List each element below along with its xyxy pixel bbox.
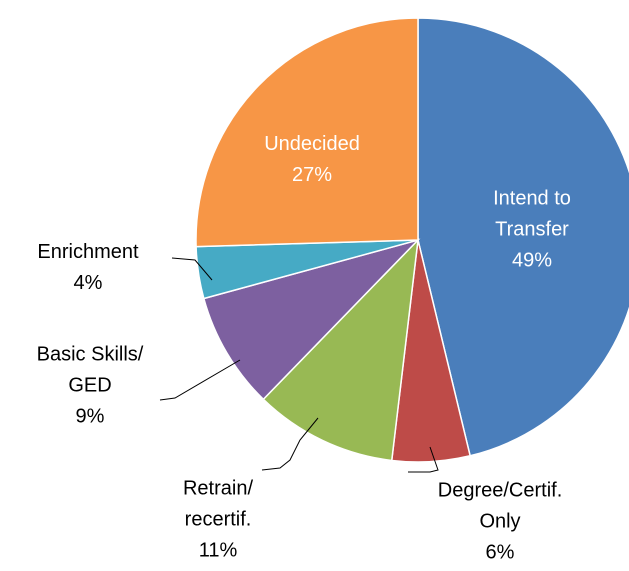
pie-slice — [262, 237, 420, 462]
leader-line — [261, 417, 319, 471]
slice-label: Basic Skills/GED 9% — [15, 340, 165, 433]
leader-line — [159, 359, 241, 401]
value-label: 49% — [511, 249, 553, 272]
value-label: 11% — [198, 539, 238, 562]
slice-label: Intend to Transfer 49% — [462, 184, 602, 277]
leader-line — [171, 257, 213, 281]
category-label: Basic Skills/GED — [36, 343, 144, 397]
category-label: Enrichment — [37, 241, 139, 263]
category-label: Undecided — [264, 133, 360, 155]
slice-label: Enrichment 4% — [3, 237, 173, 299]
slice-label: Retrain/recertif. 11% — [153, 474, 283, 567]
slice-label: Degree/Certif. Only 6% — [425, 476, 575, 569]
category-label: Retrain/recertif. — [182, 477, 254, 531]
category-label: Intend to Transfer — [493, 187, 571, 241]
pie-slice — [417, 17, 629, 457]
category-label: Degree/Certif. Only — [437, 479, 563, 533]
value-label: 6% — [485, 541, 515, 564]
value-label: 4% — [73, 272, 103, 294]
slice-label: Undecided 27% — [237, 129, 387, 191]
leader-line — [408, 446, 439, 473]
value-label: 9% — [75, 405, 105, 428]
pie-slice — [202, 238, 421, 401]
pie-slice — [195, 17, 419, 248]
value-label: 27% — [291, 164, 333, 186]
